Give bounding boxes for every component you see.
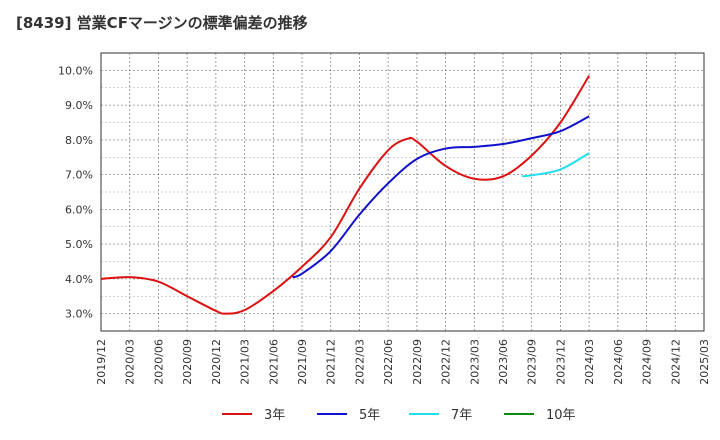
legend-item: 10年	[504, 408, 576, 423]
x-tick-label: 2024/09	[641, 339, 654, 385]
chart-title: [8439] 営業CFマージンの標準偏差の推移	[16, 14, 308, 32]
x-tick-label: 2020/12	[210, 339, 223, 385]
x-axis: 2019/12 2020/03 2020/06 2020/09 2020/12 2021/…	[95, 339, 711, 385]
y-tick-label: 10.0%	[58, 64, 93, 77]
x-tick-label: 2023/03	[468, 339, 481, 385]
x-tick-label: 2022/09	[411, 339, 424, 385]
legend-item: 7年	[409, 408, 472, 423]
series-group	[100, 75, 590, 315]
x-tick-label: 2023/06	[497, 339, 510, 385]
y-tick-label: 6.0%	[65, 203, 93, 216]
series-line-5年	[292, 115, 590, 279]
x-tick-label: 2024/06	[612, 339, 625, 385]
x-tick-label: 2019/12	[95, 339, 108, 385]
y-tick-label: 8.0%	[65, 134, 93, 147]
x-tick-label: 2021/12	[325, 339, 338, 385]
x-tick-label: 2021/03	[239, 339, 252, 385]
x-tick-label: 2023/12	[554, 339, 567, 385]
legend-item: 5年	[317, 408, 380, 423]
x-tick-label: 2022/12	[440, 339, 453, 385]
legend-label: 7年	[451, 408, 472, 423]
x-tick-label: 2024/03	[583, 339, 596, 385]
x-tick-label: 2025/03	[698, 339, 711, 385]
y-tick-label: 7.0%	[65, 169, 93, 182]
legend-label: 5年	[359, 408, 380, 423]
series-line-3年	[100, 75, 590, 315]
x-tick-label: 2020/03	[124, 339, 137, 385]
y-tick-label: 9.0%	[65, 99, 93, 112]
x-tick-label: 2020/09	[181, 339, 194, 385]
x-tick-label: 2021/09	[296, 339, 309, 385]
legend: 3年 5年 7年 10年	[222, 408, 576, 423]
x-tick-label: 2020/06	[152, 339, 165, 385]
x-tick-label: 2021/06	[267, 339, 280, 385]
y-tick-label: 3.0%	[65, 308, 93, 321]
x-tick-label: 2022/06	[382, 339, 395, 385]
y-axis: 3.0% 4.0% 5.0% 6.0% 7.0% 8.0% 9.0% 10.0%	[58, 64, 93, 320]
x-tick-label: 2024/12	[669, 339, 682, 385]
y-tick-label: 4.0%	[65, 273, 93, 286]
legend-label: 10年	[546, 408, 576, 423]
x-tick-label: 2022/03	[353, 339, 366, 385]
y-tick-label: 5.0%	[65, 238, 93, 251]
series-line-7年	[522, 152, 590, 178]
x-tick-label: 2023/09	[526, 339, 539, 385]
legend-label: 3年	[264, 408, 285, 423]
legend-item: 3年	[222, 408, 285, 423]
plot-frame	[100, 52, 705, 332]
grid	[100, 53, 705, 331]
